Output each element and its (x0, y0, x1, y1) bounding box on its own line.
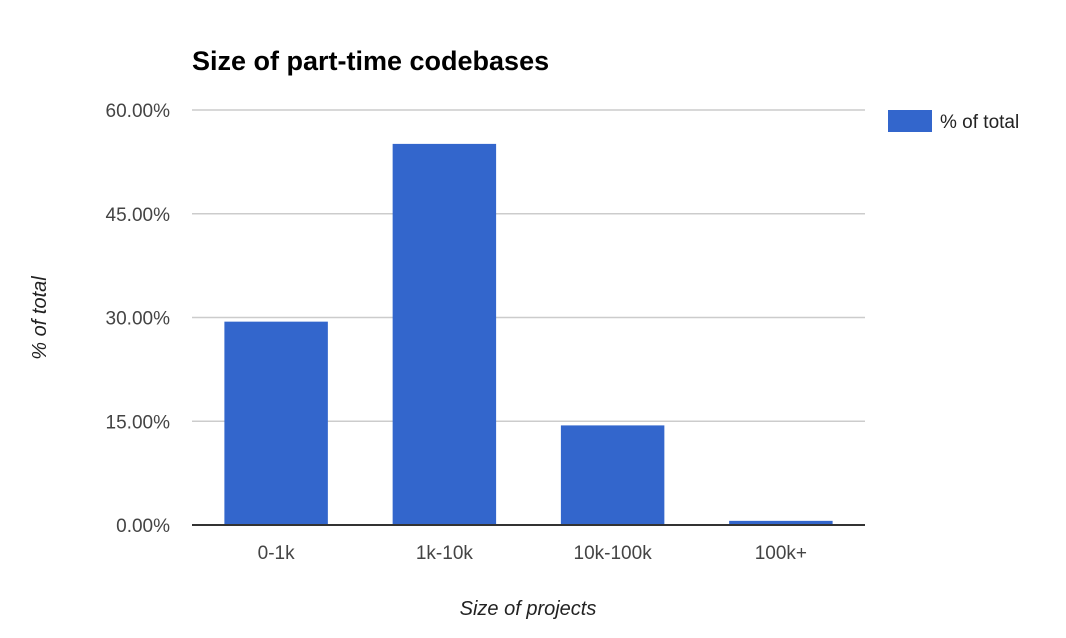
bars (224, 143, 833, 525)
y-tick-label: 30.00% (106, 309, 171, 330)
bar-0-1k (224, 321, 328, 525)
x-axis-ticks: 0-1k 1k-10k 10k-100k 100k+ (192, 524, 865, 564)
y-tick-label: 0.00% (116, 516, 170, 537)
bar-10k-100k (560, 425, 665, 525)
legend: % of total (888, 110, 1019, 133)
y-tick-label: 60.00% (106, 101, 171, 122)
x-tick-label: 1k-10k (416, 543, 474, 564)
legend-swatch (888, 110, 932, 132)
x-axis-title: Size of projects (460, 598, 597, 620)
y-axis-title: % of total (29, 276, 51, 360)
y-axis-ticks: 0.00% 15.00% 30.00% 45.00% 60.00% (106, 101, 171, 537)
y-tick-label: 45.00% (106, 205, 171, 226)
bar-100k+ (729, 520, 833, 525)
x-tick-label: 0-1k (258, 543, 295, 564)
x-tick-label: 10k-100k (574, 543, 653, 564)
bar-1k-10k (392, 143, 497, 525)
chart-title: Size of part-time codebases (192, 46, 549, 76)
y-tick-label: 15.00% (106, 412, 171, 433)
gridlines (192, 109, 865, 422)
x-tick-label: 100k+ (755, 543, 807, 564)
legend-label: % of total (940, 112, 1019, 133)
